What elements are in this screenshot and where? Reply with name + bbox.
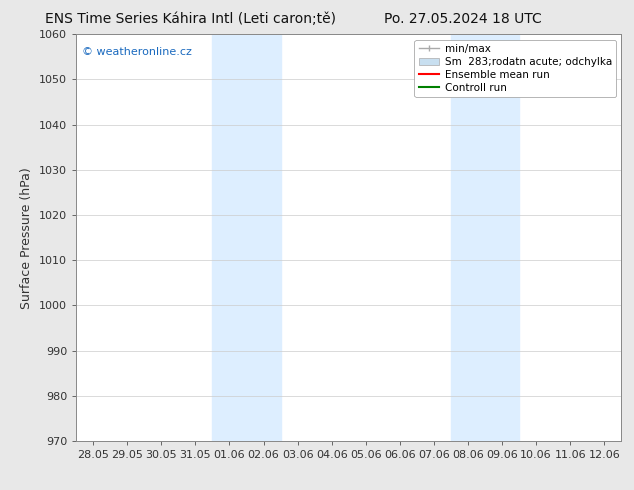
Text: ENS Time Series Káhira Intl (Leti caron;tě): ENS Time Series Káhira Intl (Leti caron;… [45, 12, 335, 26]
Text: © weatheronline.cz: © weatheronline.cz [82, 47, 191, 56]
Legend: min/max, Sm  283;rodatn acute; odchylka, Ensemble mean run, Controll run: min/max, Sm 283;rodatn acute; odchylka, … [415, 40, 616, 97]
Bar [212, 34, 280, 441]
Text: Po. 27.05.2024 18 UTC: Po. 27.05.2024 18 UTC [384, 12, 541, 26]
Bar [451, 34, 519, 441]
Y-axis label: Surface Pressure (hPa): Surface Pressure (hPa) [20, 167, 34, 309]
